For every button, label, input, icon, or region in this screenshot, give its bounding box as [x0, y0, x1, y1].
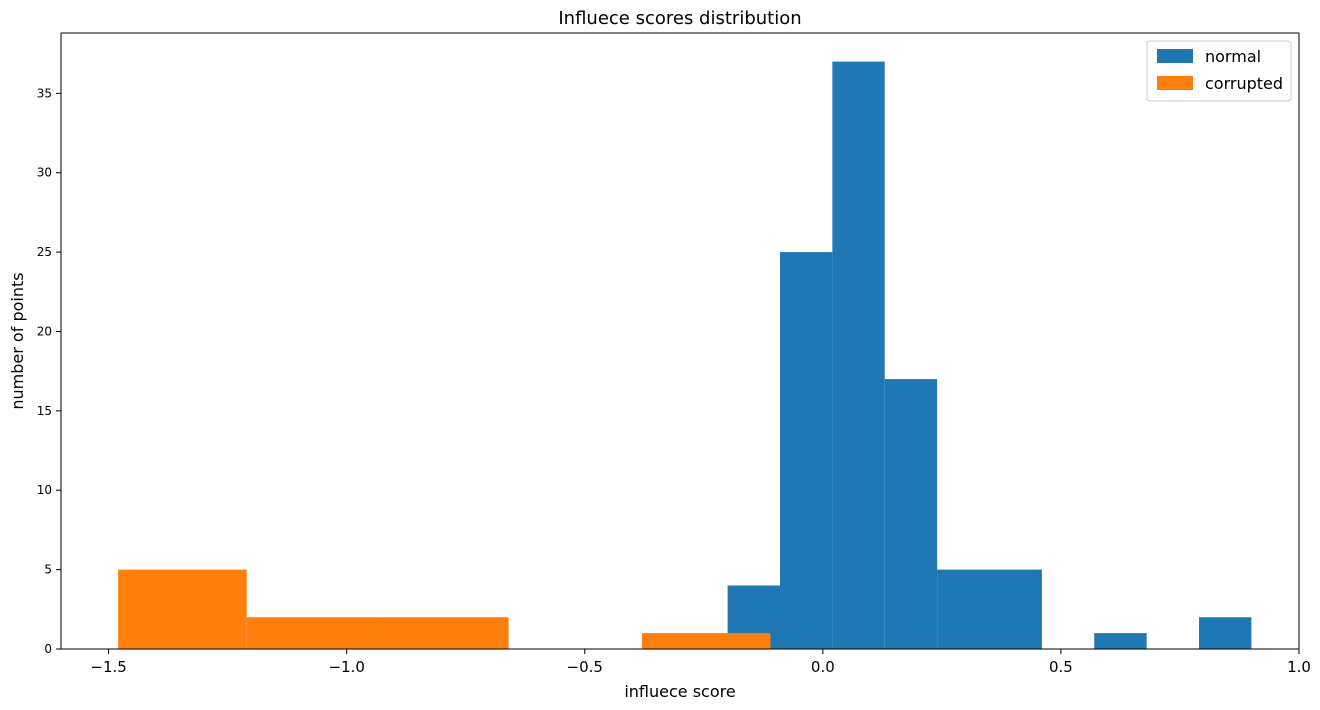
x-tick-label-1: −1.0 [328, 658, 364, 676]
y-tick-label-5: 25 [37, 245, 52, 259]
bar-corrupted-0 [118, 569, 247, 649]
y-tick-label-7: 35 [37, 86, 52, 100]
legend-swatch-normal [1157, 49, 1193, 63]
y-axis-label: number of points [8, 272, 27, 409]
plot-frame [60, 32, 1300, 650]
bar-normal-2 [832, 61, 885, 649]
legend: normal corrupted [1146, 40, 1292, 102]
y-tick-label-3: 15 [37, 404, 52, 418]
chart-title: Influece scores distribution [558, 8, 801, 29]
bar-normal-3 [884, 379, 938, 649]
bar-corrupted-4 [641, 633, 771, 649]
y-tick-label-2: 10 [37, 483, 52, 497]
x-axis-label: influece score [624, 682, 735, 701]
x-tick-label-3: 0.0 [811, 658, 835, 676]
bar-normal-4 [937, 569, 990, 649]
bar-normal-1 [779, 252, 833, 649]
x-tick-label-0: −1.5 [90, 658, 126, 676]
bar-normal-5 [989, 569, 1042, 649]
legend-swatch-corrupted [1157, 76, 1193, 90]
y-tick-label-1: 5 [44, 563, 52, 577]
bars-group [118, 61, 1252, 649]
y-tick-label-0: 0 [44, 642, 52, 656]
bar-corrupted-2 [380, 617, 509, 649]
x-axis-ticks: −1.5 −1.0 −0.5 0.0 0.5 1.0 [90, 649, 1311, 676]
legend-label-normal: normal [1205, 47, 1261, 66]
y-tick-label-6: 30 [37, 166, 52, 180]
x-tick-label-5: 1.0 [1287, 658, 1311, 676]
bar-normal-7 [1094, 633, 1147, 649]
legend-label-corrupted: corrupted [1205, 74, 1283, 93]
y-axis-ticks: 0 5 10 15 20 25 30 35 [37, 86, 61, 656]
x-tick-label-2: −0.5 [567, 658, 603, 676]
bar-normal-9 [1199, 617, 1252, 649]
x-tick-label-4: 0.5 [1049, 658, 1073, 676]
bar-corrupted-1 [246, 617, 381, 649]
y-tick-label-4: 20 [37, 324, 52, 338]
